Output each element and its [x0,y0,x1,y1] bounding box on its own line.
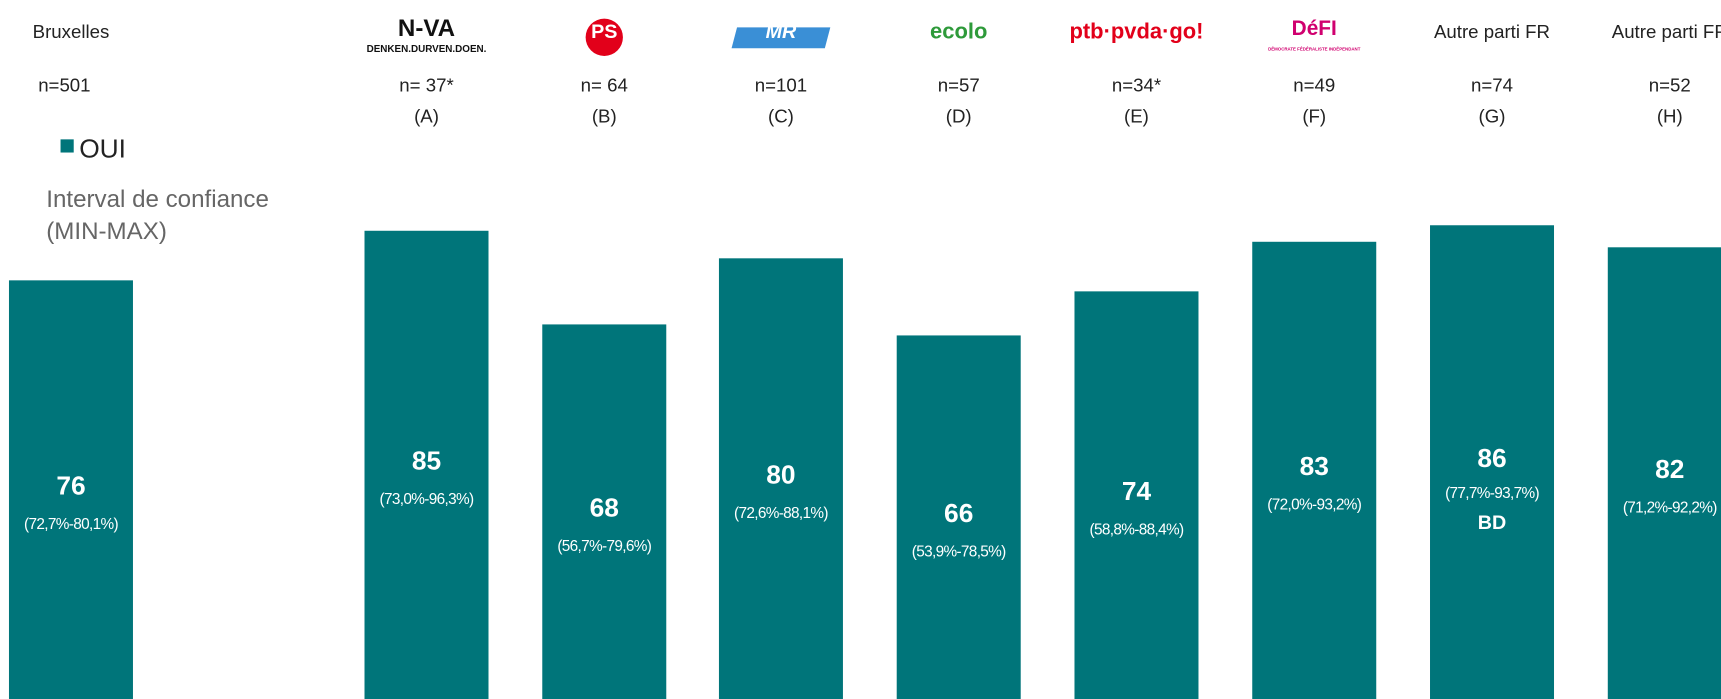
sample-size: n=101 [755,75,807,96]
group-letter: (D) [946,105,972,126]
category-subtext: DENKEN.DURVEN.DOEN. [367,44,487,55]
bar [1252,241,1377,699]
sample-size: n= 64 [581,75,628,96]
legend-note: (MIN-MAX) [46,218,167,245]
ci-label: (72,7%-80,1%) [24,516,118,533]
sample-size: n=74 [1471,75,1513,96]
category-label: DéFI [1292,17,1337,40]
sample-size: n=501 [38,75,90,96]
category-label: ptb·pvda·go! [1069,19,1203,44]
value-label: 80 [766,459,795,489]
category-label: N-VA [398,15,455,42]
bar [8,280,133,699]
group-letter: (B) [592,105,617,126]
category-label: Autre parti FR [1434,21,1550,42]
ci-label: (58,8%-88,4%) [1090,521,1184,538]
sample-size: n=52 [1649,75,1691,96]
significance-label: BD [1478,512,1507,534]
value-label: 74 [1122,476,1152,506]
sample-size: n=57 [938,75,980,96]
legend-swatch [60,139,74,153]
bar [896,335,1021,699]
bar [1430,225,1555,699]
bar [1074,291,1199,699]
ci-label: (56,7%-79,6%) [557,538,651,555]
legend-note: Interval de confiance [46,186,269,213]
ci-label: (73,0%-96,3%) [380,491,474,508]
category-label: ecolo [930,19,987,44]
category-subtext: DÉMOCRATE FÉDÉRALISTE INDÉPENDANT [1268,47,1361,52]
value-label: 66 [944,498,973,528]
ci-label: (53,9%-78,5%) [912,543,1006,560]
value-label: 82 [1655,454,1684,484]
group-letter: (F) [1302,105,1326,126]
sample-size: n=49 [1293,75,1335,96]
bar [718,258,843,699]
value-label: 76 [56,470,85,500]
value-label: 86 [1477,443,1506,473]
sample-size: n=34* [1112,75,1161,96]
ci-label: (71,2%-92,2%) [1623,499,1717,516]
value-label: 68 [590,492,619,522]
logo-shape [585,18,623,56]
group-letter: (C) [768,105,794,126]
ci-label: (77,7%-93,7%) [1445,485,1539,502]
category-label: Bruxelles [33,21,110,42]
bar [542,324,667,699]
group-letter: (G) [1479,105,1506,126]
legend-label: OUI [79,133,126,163]
bar [364,230,489,699]
group-letter: (H) [1657,105,1683,126]
ci-label: (72,0%-93,2%) [1267,497,1361,514]
bar [1607,247,1721,699]
category-label: Autre parti FR [1612,21,1721,42]
category-label: PS [591,21,617,43]
group-letter: (E) [1124,105,1149,126]
logo-shape [731,27,831,49]
value-label: 85 [412,446,441,476]
category-label: MR [766,21,797,43]
group-letter: (A) [414,105,439,126]
ci-label: (72,6%-88,1%) [734,505,828,522]
value-label: 83 [1300,451,1329,481]
sample-size: n= 37* [399,75,453,96]
